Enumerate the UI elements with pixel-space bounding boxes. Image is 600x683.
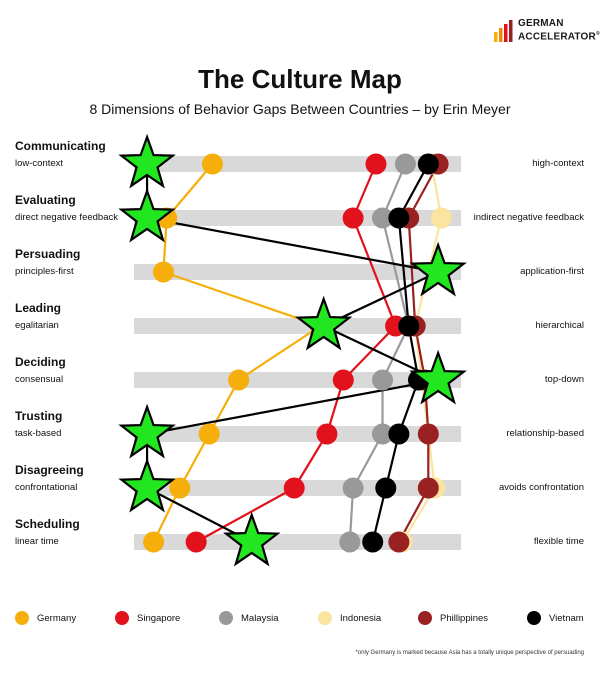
logo-bars-icon: [494, 20, 513, 42]
star-communicating: [118, 133, 176, 189]
dimension-name-communicating: Communicating: [15, 139, 106, 153]
left-label-disagreeing: confrontational: [15, 482, 78, 493]
dimension-name-scheduling: Scheduling: [15, 517, 80, 531]
footnote: *only Germany is marked because Asia has…: [355, 650, 584, 656]
right-label-disagreeing: avoids confrontation: [498, 482, 584, 493]
dot-germany-disagreeing: [169, 477, 191, 499]
legend-swatch-malaysia: [219, 611, 233, 625]
legend-item-germany: Germany: [15, 608, 76, 628]
dot-singapore-trusting: [316, 423, 338, 445]
right-label-deciding: top-down: [544, 374, 584, 385]
left-label-trusting: task-based: [15, 428, 62, 439]
dot-vietnam-leading: [398, 315, 420, 337]
scale-bar-persuading: [134, 264, 461, 280]
legend-label-phillippines: Phillippines: [440, 612, 489, 624]
right-label-evaluating: indirect negative feedback: [473, 212, 584, 223]
dimension-name-leading: Leading: [15, 301, 62, 315]
right-label-trusting: relationship-based: [506, 428, 584, 439]
left-label-evaluating: direct negative feedback: [15, 212, 118, 223]
legend-swatch-germany: [15, 611, 29, 625]
dot-germany-trusting: [198, 423, 220, 445]
dot-vietnam-evaluating: [388, 207, 410, 229]
legend-item-phillippines: Phillippines: [418, 608, 488, 628]
dot-germany-persuading: [152, 261, 174, 283]
left-label-scheduling: linear time: [15, 536, 59, 547]
legend: Germany Singapore Malaysia Indonesia Phillip…: [0, 608, 600, 628]
dot-singapore-disagreeing: [283, 477, 305, 499]
dot-vietnam-trusting: [388, 423, 410, 445]
left-label-persuading: principles-first: [15, 266, 74, 277]
legend-swatch-vietnam: [527, 611, 541, 625]
star-leading: [294, 295, 353, 351]
dot-singapore-scheduling: [185, 531, 207, 553]
dot-vietnam-disagreeing: [375, 477, 397, 499]
star-scheduling: [222, 511, 281, 567]
legend-label-singapore: Singapore: [137, 612, 181, 624]
dot-germany-deciding: [228, 369, 250, 391]
dot-malaysia-trusting: [372, 423, 394, 445]
chart-subtitle: 8 Dimensions of Behavior Gaps Between Co…: [89, 101, 511, 117]
dot-singapore-communicating: [365, 153, 387, 175]
dot-malaysia-scheduling: [339, 531, 361, 553]
legend-item-malaysia: Malaysia: [219, 608, 279, 628]
dimension-name-evaluating: Evaluating: [15, 193, 76, 207]
legend-item-indonesia: Indonesia: [318, 608, 381, 628]
logo-text-line1: GERMAN: [518, 18, 564, 29]
legend-label-malaysia: Malaysia: [241, 612, 279, 624]
right-label-leading: hierarchical: [535, 320, 584, 331]
legend-swatch-indonesia: [318, 611, 332, 625]
dimension-name-persuading: Persuading: [15, 247, 81, 261]
dimension-name-deciding: Deciding: [15, 355, 66, 369]
right-label-communicating: high-context: [532, 158, 584, 169]
dot-phillippines-disagreeing: [417, 477, 439, 499]
right-label-persuading: application-first: [520, 266, 584, 277]
logo-text-line2: ACCELERATOR®: [518, 31, 600, 43]
star-deciding: [409, 349, 467, 405]
left-label-communicating: low-context: [15, 158, 64, 169]
right-label-scheduling: flexible time: [533, 536, 584, 547]
left-label-leading: egalitarian: [15, 320, 59, 331]
dot-germany-communicating: [201, 153, 223, 175]
dot-phillippines-trusting: [417, 423, 439, 445]
legend-label-germany: Germany: [37, 612, 77, 624]
dot-germany-scheduling: [143, 531, 165, 553]
dot-malaysia-communicating: [394, 153, 416, 175]
legend-label-indonesia: Indonesia: [340, 612, 382, 624]
legend-swatch-phillippines: [418, 611, 432, 625]
dot-malaysia-deciding: [372, 369, 394, 391]
dimension-name-disagreeing: Disagreeing: [15, 463, 84, 477]
star-evaluating: [118, 187, 176, 243]
dot-vietnam-communicating: [417, 153, 439, 175]
star-trusting: [118, 403, 176, 459]
scale-bar-leading: [134, 318, 461, 334]
dot-phillippines-scheduling: [388, 531, 410, 553]
dimension-name-trusting: Trusting: [15, 409, 63, 423]
dot-malaysia-disagreeing: [342, 477, 364, 499]
dot-malaysia-evaluating: [372, 207, 394, 229]
dot-singapore-evaluating: [342, 207, 364, 229]
star-persuading: [409, 241, 467, 297]
left-label-deciding: consensual: [15, 374, 64, 385]
chart-title: The Culture Map: [198, 64, 402, 94]
legend-item-singapore: Singapore: [115, 608, 180, 628]
dot-singapore-deciding: [332, 369, 354, 391]
dot-vietnam-scheduling: [362, 531, 384, 553]
german-accelerator-logo: GERMAN ACCELERATOR®: [494, 16, 600, 44]
legend-item-vietnam: Vietnam: [527, 608, 584, 628]
dot-indonesia-evaluating: [430, 207, 452, 229]
star-disagreeing: [118, 457, 176, 513]
legend-swatch-singapore: [115, 611, 129, 625]
legend-label-vietnam: Vietnam: [549, 612, 584, 624]
